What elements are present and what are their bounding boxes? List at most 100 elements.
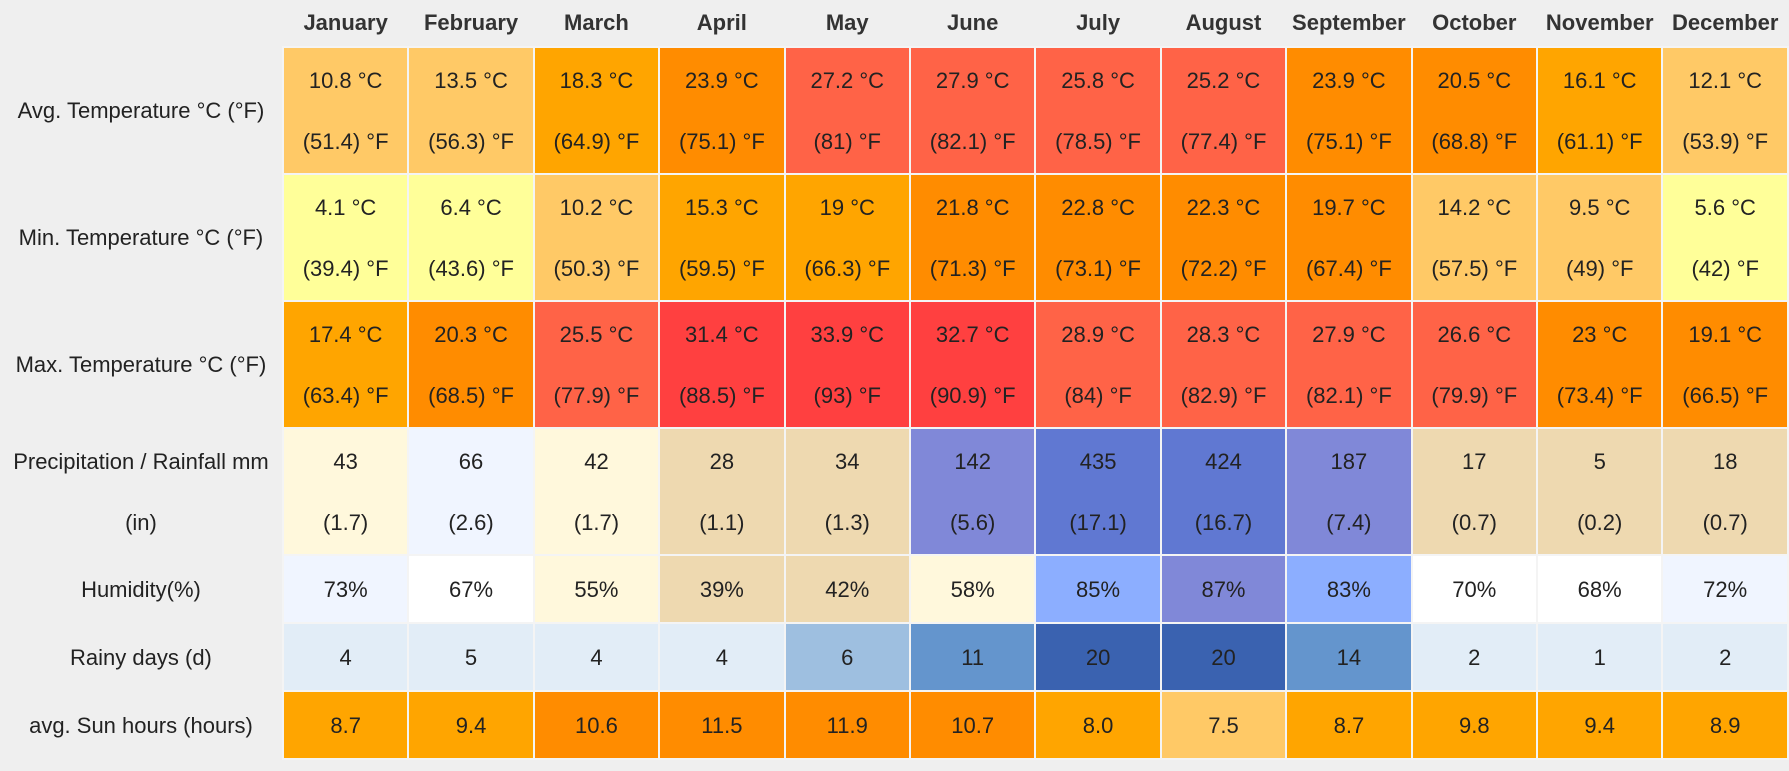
cell-value: 23 °C <box>1572 321 1628 347</box>
data-cell: 187 (7.4) <box>1285 427 1413 556</box>
table-row: Humidity(%) 73% 67% 55% 39% 42% 58% 85% 87% 83% 70… <box>0 554 1789 624</box>
data-cell: 424 (16.7) <box>1159 427 1288 556</box>
row-label: Precipitation / Rainfall mm (in) <box>0 428 283 555</box>
cell-value: 27.9 °C <box>935 67 1010 93</box>
month-header: February <box>408 0 534 47</box>
cell-value: 10.7 <box>951 712 995 738</box>
data-cell: 10.6 <box>532 690 661 760</box>
data-cell: 42 (1.7) <box>532 427 661 556</box>
data-cell: 7.5 <box>1159 690 1288 760</box>
row-label: Rainy days (d) <box>0 623 283 691</box>
cell-value-secondary: (39.4) °F <box>302 255 389 281</box>
cell-value: 6 <box>841 644 854 670</box>
cell-value-secondary: (73.1) °F <box>1055 255 1141 281</box>
month-header-row: January February March April May June Ju… <box>0 0 1788 47</box>
cell-value: 27.2 °C <box>810 67 885 93</box>
data-cell: 27.9 °C (82.1) °F <box>1285 300 1413 429</box>
cell-value: 17 <box>1462 448 1487 474</box>
data-cell: 12.1 °C (53.9) °F <box>1661 46 1789 175</box>
cell-value: 28 <box>709 448 735 474</box>
cell-value: 43 <box>333 448 358 474</box>
data-cell: 25.8 °C (78.5) °F <box>1034 46 1162 175</box>
cell-value: 435 <box>1079 448 1117 474</box>
cell-value-secondary: (79.9) °F <box>1431 382 1518 408</box>
cell-value: 17.4 °C <box>308 321 383 347</box>
cell-value-secondary: (73.4) °F <box>1556 382 1643 408</box>
cell-value: 25.5 °C <box>559 321 634 347</box>
cell-value-secondary: (64.9) °F <box>553 128 640 154</box>
data-cell: 66 (2.6) <box>407 427 535 556</box>
cell-value: 25.2 °C <box>1186 67 1261 93</box>
data-cell: 8.7 <box>281 690 410 760</box>
data-cell: 9.5 °C (49) °F <box>1535 173 1664 302</box>
row-label: avg. Sun hours (hours) <box>0 691 283 759</box>
cell-value: 13.5 °C <box>434 67 508 93</box>
cell-value-secondary: (71.3) °F <box>929 255 1016 281</box>
data-cell: 39% <box>658 554 786 624</box>
cell-value: 68% <box>1577 576 1622 602</box>
cell-value: 6.4 °C <box>440 194 502 220</box>
month-header: October <box>1411 0 1537 47</box>
cell-value: 58% <box>950 576 995 602</box>
cell-value: 22.3 °C <box>1186 194 1261 220</box>
data-cell: 6 <box>783 622 911 692</box>
cell-value: 9.5 °C <box>1569 194 1631 220</box>
cell-value-secondary: (53.9) °F <box>1682 128 1769 154</box>
cell-value: 7.5 <box>1208 712 1239 738</box>
cell-value-secondary: (68.5) °F <box>428 382 514 408</box>
data-cell: 6.4 °C (43.6) °F <box>407 173 535 302</box>
data-cell: 32.7 °C (90.9) °F <box>908 300 1037 429</box>
cell-value-secondary: (82.1) °F <box>929 128 1016 154</box>
cell-value-secondary: (5.6) <box>950 509 996 535</box>
cell-value: 39% <box>699 576 744 602</box>
table-row: Max. Temperature °C (°F) 17.4 °C (63.4) °F… <box>0 300 1789 429</box>
data-cell: 11.9 <box>783 690 911 760</box>
cell-value-secondary: (49) °F <box>1565 255 1634 281</box>
data-cell: 67% <box>407 554 535 624</box>
cell-value-secondary: (42) °F <box>1691 255 1759 281</box>
cell-value: 83% <box>1326 576 1371 602</box>
data-cell: 4 <box>281 622 410 692</box>
data-cell: 28.3 °C (82.9) °F <box>1159 300 1288 429</box>
cell-value: 10.8 °C <box>308 67 383 93</box>
cell-value: 5 <box>1593 448 1606 474</box>
data-cell: 4 <box>658 622 786 692</box>
cell-value: 22.8 °C <box>1061 194 1135 220</box>
cell-value: 23.9 °C <box>1312 67 1386 93</box>
month-header: April <box>659 0 785 47</box>
data-cell: 21.8 °C (71.3) °F <box>908 173 1037 302</box>
cell-value-secondary: (66.5) °F <box>1682 382 1769 408</box>
data-cell: 70% <box>1410 554 1539 624</box>
cell-value: 66 <box>458 448 484 474</box>
cell-value: 25.8 °C <box>1061 67 1135 93</box>
month-header: July <box>1035 0 1161 47</box>
data-cell: 11 <box>908 622 1037 692</box>
cell-value-secondary: (56.3) °F <box>428 128 514 154</box>
cell-value-secondary: (1.3) <box>824 509 870 535</box>
cell-value: 14.2 °C <box>1437 194 1512 220</box>
cell-value: 55% <box>574 576 619 602</box>
table-row: Precipitation / Rainfall mm (in) 43 (1.7) 6… <box>0 427 1789 556</box>
data-cell: 14 <box>1285 622 1413 692</box>
data-cell: 8.0 <box>1034 690 1162 760</box>
cell-value: 32.7 °C <box>935 321 1010 347</box>
cell-value: 11 <box>961 644 985 670</box>
cell-value: 10.2 °C <box>559 194 634 220</box>
data-cell: 8.7 <box>1285 690 1413 760</box>
row-label: Humidity(%) <box>0 555 283 623</box>
cell-value-secondary: (66.3) °F <box>804 255 891 281</box>
cell-value-secondary: (1.1) <box>699 509 745 535</box>
cell-value: 87% <box>1201 576 1246 602</box>
data-cell: 27.9 °C (82.1) °F <box>908 46 1037 175</box>
data-cell: 72% <box>1661 554 1789 624</box>
data-cell: 27.2 °C (81) °F <box>783 46 911 175</box>
cell-value-secondary: (75.1) °F <box>1305 128 1392 154</box>
cell-value-secondary: (63.4) °F <box>302 382 389 408</box>
data-cell: 9.4 <box>407 690 535 760</box>
data-cell: 55% <box>532 554 661 624</box>
cell-value-secondary: (75.1) °F <box>678 128 765 154</box>
cell-value: 28.9 °C <box>1061 321 1135 347</box>
data-cell: 20 <box>1034 622 1162 692</box>
data-cell: 22.3 °C (72.2) °F <box>1159 173 1288 302</box>
cell-value-secondary: (0.7) <box>1702 509 1748 535</box>
